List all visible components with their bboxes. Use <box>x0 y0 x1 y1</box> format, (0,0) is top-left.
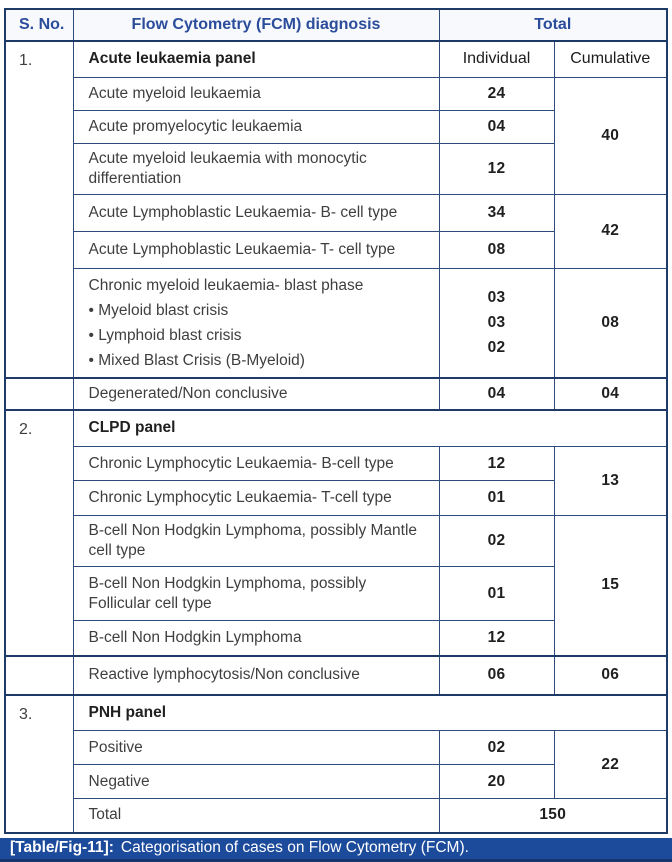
table-row: Degenerated/Non conclusive 04 04 <box>4 376 668 410</box>
caption-tag: [Table/Fig-11]: <box>10 839 114 857</box>
diagnosis-cell: Acute myeloid leukaemia with monocytic d… <box>72 142 440 195</box>
header-diagnosis: Flow Cytometry (FCM) diagnosis <box>72 8 440 42</box>
table-row: Acute Lymphoblastic Leukaemia- T- cell t… <box>5 230 667 269</box>
header-sno: S. No. <box>4 8 74 42</box>
bullet-item: • Mixed Blast Crisis (B-Myeloid) <box>88 351 305 369</box>
cumulative-value: 15 <box>553 515 668 656</box>
panel-title: CLPD panel <box>72 408 668 447</box>
table-row: Positive 02 22 <box>5 730 668 799</box>
panel-title: PNH panel <box>72 693 668 731</box>
cumulative-value: 22 <box>553 730 668 799</box>
total-label: Total <box>72 798 440 833</box>
diagnosis-cell: B-cell Non Hodgkin Lymphoma, possibly Fo… <box>72 566 440 621</box>
table-row: B-cell Non Hodgkin Lymphoma, possibly Ma… <box>5 515 668 656</box>
diagnosis-cell: B-cell Non Hodgkin Lymphoma <box>72 620 440 656</box>
panel1-title-row: 1. Acute leukaemia panel Individual Cumu… <box>4 40 668 378</box>
individual-line: 03 <box>487 289 506 306</box>
bullet-item: • Myeloid blast crisis <box>88 301 229 319</box>
individual-value: 04 <box>438 109 555 144</box>
bullet-item: • Lymphoid blast crisis <box>88 326 242 344</box>
diagnosis-cell: Acute Lymphoblastic Leukaemia- T- cell t… <box>72 230 440 269</box>
table-row: Chronic Lymphocytic Leukaemia- T-cell ty… <box>5 480 667 516</box>
table-row: Chronic Lymphocytic Leukaemia- B-cell ty… <box>5 446 668 516</box>
table-row: Acute myeloid leukaemia with monocytic d… <box>5 142 667 195</box>
caption-text: Categorisation of cases on Flow Cytometr… <box>120 839 469 857</box>
table-row: Negative 20 <box>5 764 667 799</box>
table-row: Reactive lymphocytosis/Non conclusive 06… <box>4 654 668 695</box>
serial-number-empty <box>4 654 74 695</box>
individual-value: 03 03 02 <box>438 267 555 378</box>
panel2-title-row: 2. CLPD panel <box>4 408 668 656</box>
table-row: Acute Lymphoblastic Leukaemia- B- cell t… <box>5 193 668 269</box>
serial-number: 3. <box>4 693 74 833</box>
diagnosis-cell: B-cell Non Hodgkin Lymphoma, possibly Ma… <box>72 515 440 567</box>
serial-number: 2. <box>4 408 74 656</box>
cumulative-value: 08 <box>553 267 668 378</box>
caption-bar: [Table/Fig-11]: Categorisation of cases … <box>0 837 672 862</box>
serial-number: 1. <box>4 40 74 378</box>
individual-value: 20 <box>438 764 555 799</box>
table-row: Acute promyelocytic leukaemia 04 <box>5 109 667 144</box>
table-row: Chronic myeloid leukaemia- blast phase •… <box>5 267 668 378</box>
table-row: Acute myeloid leukaemia 24 40 <box>5 76 668 195</box>
diagnosis-cell: Degenerated/Non conclusive <box>72 376 440 410</box>
individual-value: 08 <box>438 230 555 269</box>
panel-title: Acute leukaemia panel <box>72 40 440 78</box>
diagnosis-cell: Acute promyelocytic leukaemia <box>72 109 440 144</box>
header-total: Total <box>438 8 668 42</box>
individual-value: 01 <box>438 480 555 516</box>
individual-value: 04 <box>438 376 555 410</box>
diagnosis-cell: Acute Lymphoblastic Leukaemia- B- cell t… <box>72 193 440 232</box>
header-row: S. No. Flow Cytometry (FCM) diagnosis To… <box>4 8 668 42</box>
individual-value: 06 <box>438 654 555 695</box>
serial-number-empty <box>4 376 74 410</box>
individual-value: 12 <box>438 446 555 481</box>
diagnosis-label: Chronic myeloid leukaemia- blast phase <box>88 276 364 294</box>
table-figure: S. No. Flow Cytometry (FCM) diagnosis To… <box>4 8 668 834</box>
individual-value: 12 <box>438 142 555 195</box>
col-cumulative: Cumulative <box>553 40 668 78</box>
individual-value: 01 <box>438 566 555 621</box>
individual-line: 02 <box>487 339 506 356</box>
individual-value: 24 <box>438 76 555 111</box>
cumulative-value: 04 <box>553 376 668 410</box>
cumulative-value: 42 <box>553 193 668 269</box>
diagnosis-cell: Chronic Lymphocytic Leukaemia- B-cell ty… <box>72 446 440 481</box>
cumulative-value: 13 <box>553 446 668 516</box>
panel3-title-row: 3. PNH panel <box>4 693 668 833</box>
individual-line: 03 <box>487 314 506 331</box>
fcm-table: S. No. Flow Cytometry (FCM) diagnosis To… <box>4 8 668 834</box>
diagnosis-cell: Chronic myeloid leukaemia- blast phase •… <box>72 267 440 378</box>
cumulative-value: 40 <box>553 76 668 195</box>
diagnosis-cell: Positive <box>72 730 440 765</box>
col-individual: Individual <box>438 40 555 78</box>
individual-value: 02 <box>438 515 555 567</box>
diagnosis-cell: Reactive lymphocytosis/Non conclusive <box>72 654 440 695</box>
individual-value: 12 <box>438 620 555 656</box>
diagnosis-cell: Chronic Lymphocytic Leukaemia- T-cell ty… <box>72 480 440 516</box>
cumulative-value: 06 <box>553 654 668 695</box>
total-value: 150 <box>438 798 668 833</box>
diagnosis-cell: Negative <box>72 764 440 799</box>
individual-value: 34 <box>438 193 555 232</box>
individual-value: 02 <box>438 730 555 765</box>
total-row: Total 150 <box>5 798 668 833</box>
diagnosis-cell: Acute myeloid leukaemia <box>72 76 440 111</box>
